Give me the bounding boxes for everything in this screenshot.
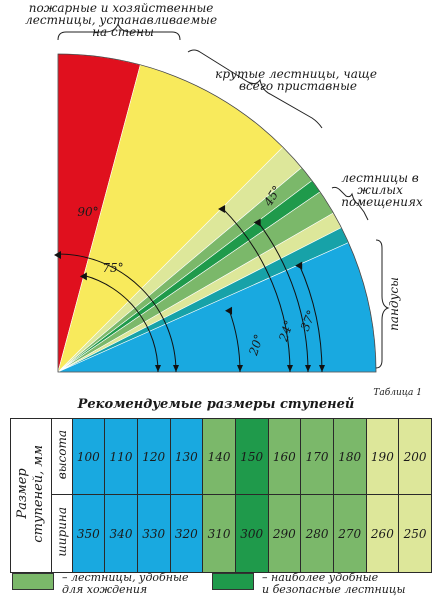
width-cell-310: 310	[202, 494, 236, 573]
arc-arrow-start-37	[253, 218, 261, 227]
width-cell-250: 250	[398, 494, 432, 573]
label-ramps: пандусы	[387, 277, 401, 331]
height-cell-160: 160	[267, 418, 302, 495]
bracket-living	[331, 186, 369, 221]
row-label-width: ширина	[54, 507, 69, 557]
legend-label-comfortable: – лестницы, удобные для хождения	[62, 571, 189, 596]
height-cell-140: 140	[202, 418, 236, 495]
height-cell-110: 110	[104, 418, 138, 495]
height-cell-100: 100	[71, 418, 106, 495]
arc-37	[257, 221, 309, 373]
angle-label-75: 75°	[102, 261, 123, 275]
angle-arcs	[54, 204, 325, 373]
quadrant-outline	[57, 53, 377, 373]
width-cell-270: 270	[332, 494, 367, 573]
row-group-label: Размер ступеней, мм	[15, 445, 47, 543]
row-group-label-line: Размер	[14, 468, 30, 520]
width-cell-320: 320	[169, 494, 204, 573]
height-cell-180: 180	[332, 418, 367, 495]
legend-label-safest: – наиболее удобные и безопасные лестницы	[262, 571, 406, 596]
row-header-height: высота	[50, 418, 73, 495]
arc-arrow-24	[319, 365, 325, 372]
bracket-fire	[57, 22, 181, 41]
arc-arrow-75	[155, 365, 161, 372]
height-cell-150: 150	[234, 418, 269, 495]
row-label-height: высота	[54, 430, 69, 480]
height-cell-170: 170	[300, 418, 334, 495]
angle-sectors	[57, 53, 377, 374]
table-caption: Таблица 1	[373, 388, 422, 398]
bracket-ramps	[375, 239, 390, 369]
arc-arrow-start-24	[295, 261, 303, 270]
height-cell-120: 120	[136, 418, 171, 495]
label-steep: крутые лестницы, чаще всего приставные	[215, 67, 381, 93]
group-labels: пожарные и хозяйственные лестницы, устан…	[25, 1, 423, 331]
legend-swatch-safest	[212, 573, 254, 590]
stair-angle-diagram: пожарные и хозяйственные лестницы, устан…	[25, 1, 423, 374]
arc-arrow-start-20	[225, 306, 233, 315]
table-row-width: ширина 350 340 330 320 310 300 290 280 270 260 250	[11, 494, 432, 573]
arc-75	[83, 274, 159, 373]
legend-item-safest: – наиболее удобные и безопасные лестницы	[212, 572, 406, 596]
width-cell-340: 340	[104, 494, 138, 573]
table-row-height: Размер ступеней, мм высота 100 110 120 130 14…	[10, 418, 432, 573]
legend-swatch-comfortable	[12, 573, 54, 590]
row-group-label-line: ступеней, мм	[30, 445, 46, 543]
row-header-width: ширина	[50, 494, 73, 573]
height-cell-130: 130	[169, 418, 204, 495]
angle-label-90: 90°	[77, 205, 98, 219]
arc-arrow-37	[305, 365, 311, 372]
width-cell-350: 350	[71, 494, 106, 573]
arc-arrow-start-75	[79, 272, 87, 281]
arc-arrow-20	[237, 365, 243, 372]
width-cell-260: 260	[365, 494, 400, 573]
width-cell-300: 300	[234, 494, 269, 573]
legend-item-comfortable: – лестницы, удобные для хождения	[12, 572, 188, 596]
label-fire: пожарные и хозяйственные лестницы, устан…	[25, 1, 221, 39]
arc-24	[298, 264, 323, 373]
arc-90	[57, 253, 177, 373]
group-brackets	[57, 22, 390, 369]
step-size-table: Размер ступеней, мм высота 100 110 120 130 14…	[10, 418, 432, 573]
label-living: лестницы в жилых помещениях	[341, 171, 423, 209]
angle-label-20: 20°	[246, 332, 266, 358]
bracket-steep	[187, 49, 323, 129]
arc-arrow-45	[287, 365, 293, 372]
table-title: Рекомендуемые размеры ступеней	[77, 397, 355, 412]
height-cell-200: 200	[398, 418, 432, 495]
arc-arrow-90	[173, 365, 179, 372]
width-cell-290: 290	[267, 494, 302, 573]
height-cell-190: 190	[365, 418, 400, 495]
width-cell-330: 330	[136, 494, 171, 573]
row-group-header: Размер ступеней, мм	[10, 418, 52, 573]
arc-arrow-start-90	[54, 251, 61, 259]
angle-label-24: 24°	[276, 318, 296, 344]
arc-arrow-start-45	[218, 204, 226, 213]
width-cell-280: 280	[300, 494, 334, 573]
arc-45	[221, 207, 291, 373]
